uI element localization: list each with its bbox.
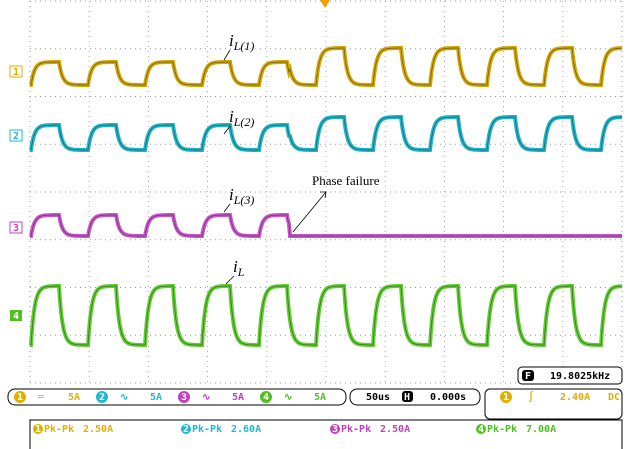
scale: 5A	[150, 392, 162, 403]
measure-label: Pk-Pk	[44, 424, 74, 435]
coupling: ∿	[202, 392, 210, 403]
channel-number: 4	[263, 392, 269, 403]
measure-value: 2.50A	[380, 424, 410, 435]
measure-value: 2.50A	[83, 424, 113, 435]
frequency: 19.8025kHz	[550, 371, 610, 382]
trigger-coupling: DC	[608, 392, 620, 403]
channel-number: 1	[17, 392, 23, 403]
trigger-slope: ∫	[528, 391, 534, 403]
scope-screen: 1 2 3 4 iL(1) iL(2) iL(3) iL Phase failu…	[0, 0, 631, 449]
annotation: Phase failure	[312, 173, 380, 188]
measure-channel: 3	[332, 424, 338, 435]
annotation: iL(1)	[229, 31, 254, 53]
measure-label: Pk-Pk	[192, 424, 222, 435]
measure-channel: 4	[478, 424, 484, 435]
delay: 0.000s	[430, 392, 466, 403]
waveform-trace	[30, 215, 622, 236]
timebase-icon: H	[404, 392, 410, 403]
channel-bar	[8, 389, 346, 405]
scale: 5A	[68, 392, 80, 403]
trigger-channel: 1	[503, 392, 509, 403]
coupling: ∿	[284, 392, 292, 403]
timebase: 50us	[366, 392, 390, 403]
scale: 5A	[314, 392, 326, 403]
channel-markers: 1 2 3 4	[10, 66, 22, 322]
measure-label: Pk-Pk	[487, 424, 517, 435]
annotation: iL	[233, 257, 245, 279]
measure-channel: 1	[35, 424, 41, 435]
coupling: ═	[37, 392, 45, 403]
measure-label: Pk-Pk	[341, 424, 371, 435]
measure-value: 2.60A	[231, 424, 261, 435]
trigger-level: 2.40A	[560, 392, 590, 403]
ch-marker: 1	[13, 67, 19, 78]
freq-icon: F	[525, 371, 531, 382]
ch-marker: 2	[13, 131, 19, 142]
channel-number: 3	[181, 392, 187, 403]
measure-channel: 2	[183, 424, 189, 435]
ch-marker: 4	[13, 311, 19, 322]
scale: 5A	[232, 392, 244, 403]
trigger-marker	[320, 0, 330, 8]
annotation: iL(2)	[229, 107, 254, 129]
annotation: iL(3)	[229, 185, 254, 207]
annotations: iL(1) iL(2) iL(3) iL Phase failure	[224, 31, 380, 284]
measure-value: 7.00A	[526, 424, 556, 435]
coupling: ∿	[120, 392, 128, 403]
ch-marker: 3	[13, 223, 19, 234]
channel-number: 2	[99, 392, 105, 403]
